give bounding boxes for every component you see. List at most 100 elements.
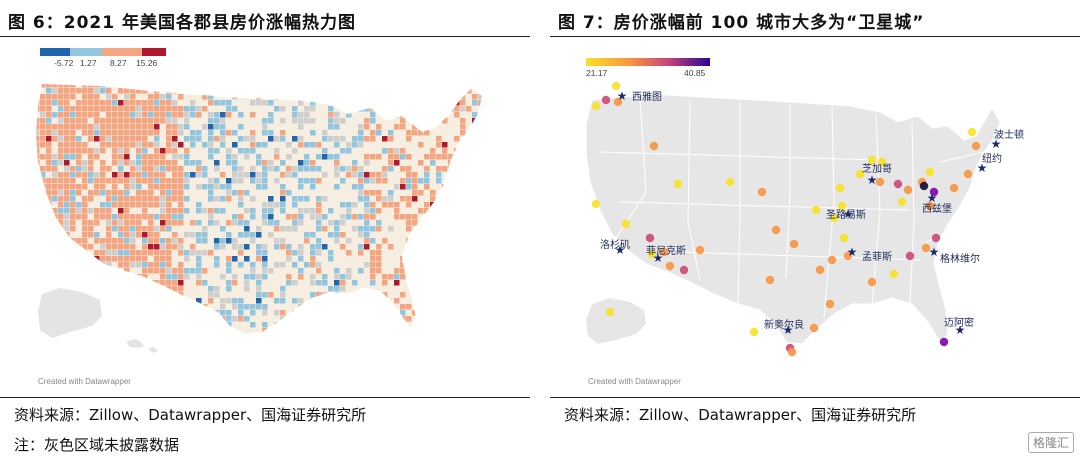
- county-cell: [430, 84, 436, 88]
- alaska-shape: [38, 288, 102, 338]
- county-cell: [166, 226, 172, 232]
- county-cell: [250, 340, 256, 346]
- city-label: 孟菲斯: [862, 250, 892, 263]
- county-cell: [70, 88, 76, 94]
- county-cell: [46, 280, 52, 286]
- county-cell: [202, 226, 208, 232]
- county-cell: [442, 202, 448, 208]
- county-cell: [346, 328, 352, 334]
- county-cell: [154, 112, 160, 118]
- county-cell: [46, 340, 52, 346]
- county-cell: [430, 214, 436, 220]
- county-cell: [364, 238, 370, 244]
- county-cell: [244, 190, 250, 196]
- county-cell: [388, 202, 394, 208]
- county-cell: [58, 238, 64, 244]
- county-cell: [208, 88, 214, 94]
- county-cell: [460, 244, 466, 250]
- county-cell: [46, 130, 52, 136]
- county-cell: [40, 172, 46, 178]
- county-cell: [52, 94, 58, 100]
- county-cell: [298, 136, 304, 142]
- county-cell: [220, 322, 226, 328]
- county-cell: [382, 178, 388, 184]
- county-cell: [376, 226, 382, 232]
- county-cell: [304, 322, 310, 328]
- county-cell: [94, 262, 100, 268]
- county-cell: [316, 298, 322, 304]
- county-cell: [232, 316, 238, 322]
- county-cell: [124, 154, 130, 160]
- county-cell: [460, 166, 466, 172]
- city-label: 波士顿: [994, 128, 1024, 141]
- county-cell: [136, 178, 142, 184]
- county-cell: [310, 274, 316, 280]
- county-cell: [70, 190, 76, 196]
- county-cell: [154, 250, 160, 256]
- county-cell: [376, 250, 382, 256]
- county-cell: [400, 84, 406, 88]
- county-cell: [316, 226, 322, 232]
- county-cell: [304, 178, 310, 184]
- county-cell: [58, 256, 64, 262]
- legend-swatch-3: [102, 48, 142, 56]
- county-cell: [82, 340, 88, 346]
- county-cell: [64, 166, 70, 172]
- county-cell: [418, 124, 424, 130]
- county-cell: [436, 202, 442, 208]
- county-cell: [166, 190, 172, 196]
- county-cell: [322, 244, 328, 250]
- county-cell: [172, 280, 178, 286]
- county-cell: [310, 292, 316, 298]
- county-cell: [478, 196, 482, 202]
- county-cell: [112, 238, 118, 244]
- county-cell: [196, 334, 202, 340]
- city-dot: [839, 233, 849, 243]
- county-cell: [466, 154, 472, 160]
- county-cell: [76, 166, 82, 172]
- city-label: 迈阿密: [944, 316, 974, 329]
- county-cell: [106, 130, 112, 136]
- county-cell: [208, 292, 214, 298]
- county-cell: [46, 112, 52, 118]
- right-bottom-rule: [550, 397, 1080, 398]
- county-cell: [484, 148, 490, 154]
- county-cell: [358, 226, 364, 232]
- county-cell: [118, 136, 124, 142]
- county-cell: [460, 190, 466, 196]
- county-cell: [370, 340, 376, 346]
- county-cell: [112, 178, 118, 184]
- county-cell: [394, 268, 400, 274]
- county-cell: [256, 226, 262, 232]
- county-cell: [274, 154, 280, 160]
- county-cell: [436, 274, 442, 280]
- county-cell: [124, 160, 130, 166]
- county-cell: [460, 292, 466, 298]
- county-cell: [130, 124, 136, 130]
- county-cell: [64, 106, 70, 112]
- county-cell: [100, 184, 106, 190]
- county-cell: [322, 154, 328, 160]
- county-cell: [304, 340, 310, 346]
- county-cell: [268, 208, 274, 214]
- county-cell: [64, 184, 70, 190]
- county-cell: [466, 166, 472, 172]
- city-dot: [893, 179, 903, 189]
- county-cell: [64, 196, 70, 202]
- county-cell: [112, 112, 118, 118]
- county-cell: [124, 256, 130, 262]
- county-cell: [148, 268, 154, 274]
- county-cell: [178, 84, 184, 88]
- county-cell: [40, 244, 46, 250]
- county-cell: [112, 190, 118, 196]
- county-cell: [226, 112, 232, 118]
- county-cell: [190, 112, 196, 118]
- county-cell: [406, 226, 412, 232]
- city-dot: [827, 255, 837, 265]
- county-cell: [190, 328, 196, 334]
- county-cell: [418, 178, 424, 184]
- county-cell: [160, 202, 166, 208]
- city-dot: [613, 97, 623, 107]
- county-cell: [70, 208, 76, 214]
- county-cell: [232, 220, 238, 226]
